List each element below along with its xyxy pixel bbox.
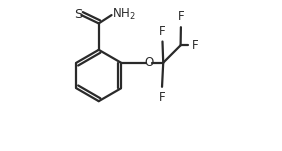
Text: NH$_2$: NH$_2$ — [112, 7, 136, 22]
Text: F: F — [178, 10, 184, 23]
Text: F: F — [159, 25, 166, 38]
Text: S: S — [74, 8, 82, 21]
Text: F: F — [159, 91, 165, 104]
Text: O: O — [144, 56, 153, 69]
Text: F: F — [192, 39, 199, 52]
